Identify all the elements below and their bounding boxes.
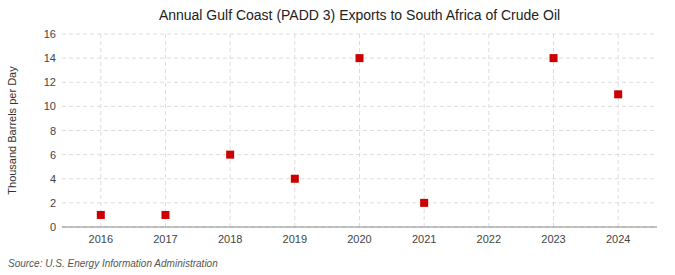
y-tick-label: 2 (50, 197, 56, 209)
point (161, 211, 169, 219)
y-grid-line (62, 178, 657, 179)
x-tick-label: 2023 (541, 233, 565, 245)
x-tick-label: 2022 (477, 233, 501, 245)
x-tick-label: 2024 (606, 233, 630, 245)
x-grid-line (230, 34, 231, 227)
point (97, 211, 105, 219)
point (356, 54, 364, 62)
y-grid-line (62, 227, 657, 228)
y-tick-label: 16 (44, 28, 56, 40)
y-tick-label: 4 (50, 173, 56, 185)
x-tick-label: 2021 (412, 233, 436, 245)
y-tick-label: 10 (44, 100, 56, 112)
x-tick-label: 2018 (218, 233, 242, 245)
y-grid-line (62, 130, 657, 131)
x-grid-line (100, 34, 101, 227)
x-tick-label: 2017 (153, 233, 177, 245)
x-grid-line (294, 34, 295, 227)
x-grid-line (165, 34, 166, 227)
x-grid-line (359, 34, 360, 227)
grid (62, 34, 657, 227)
y-grid-line (62, 82, 657, 83)
title: Annual Gulf Coast (PADD 3) Exports to So… (159, 7, 560, 23)
points (97, 54, 622, 219)
y-tick-label: 8 (50, 125, 56, 137)
source-note: Source: U.S. Energy Information Administ… (8, 258, 218, 269)
y-axis-label: Thousand Barrels per Day (6, 66, 18, 195)
x-grid-line (553, 34, 554, 227)
x-grid-line (618, 34, 619, 227)
x-tick-label: 2020 (347, 233, 371, 245)
point (420, 199, 428, 207)
point (550, 54, 558, 62)
x-grid-line (424, 34, 425, 227)
x-tick-label: 2016 (89, 233, 113, 245)
x-axis-line (62, 227, 657, 228)
point (614, 90, 622, 98)
chart: Annual Gulf Coast (PADD 3) Exports to So… (0, 0, 675, 275)
x-tick-label: 2019 (283, 233, 307, 245)
y-tick-label: 0 (50, 221, 56, 233)
y-tick-label: 14 (44, 52, 56, 64)
point (291, 175, 299, 183)
point (226, 151, 234, 159)
y-tick-label: 6 (50, 149, 56, 161)
x-grid-line (488, 34, 489, 227)
y-tick-label: 12 (44, 76, 56, 88)
